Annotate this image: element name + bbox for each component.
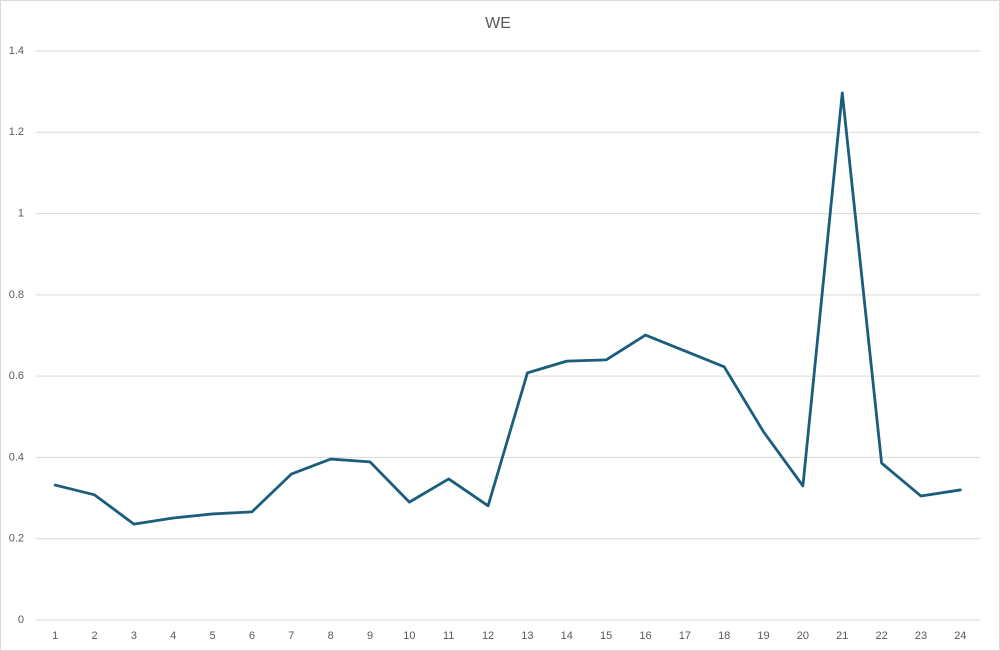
x-tick-label: 21	[836, 630, 848, 642]
x-tick-label: 15	[600, 630, 612, 642]
x-tick-label: 23	[915, 630, 927, 642]
x-tick-label: 18	[718, 630, 730, 642]
y-tick-label: 0	[18, 614, 24, 626]
x-tick-label: 19	[757, 630, 769, 642]
x-tick-label: 16	[639, 630, 651, 642]
x-tick-label: 13	[521, 630, 533, 642]
y-tick-label: 0.6	[9, 370, 24, 382]
x-tick-label: 9	[367, 630, 373, 642]
x-tick-label: 8	[328, 630, 334, 642]
y-tick-label: 1	[18, 207, 24, 219]
x-tick-label: 10	[403, 630, 415, 642]
x-tick-label: 2	[91, 630, 97, 642]
y-tick-label: 0.8	[9, 289, 24, 301]
x-tick-label: 6	[249, 630, 255, 642]
x-tick-label: 20	[797, 630, 809, 642]
x-tick-label: 24	[954, 630, 966, 642]
x-tick-label: 17	[679, 630, 691, 642]
x-tick-label: 5	[210, 630, 216, 642]
y-tick-label: 0.4	[9, 451, 24, 463]
data-line	[53, 91, 962, 526]
x-tick-label: 12	[482, 630, 494, 642]
y-tick-label: 1.2	[9, 126, 24, 138]
x-tick-label: 4	[170, 630, 176, 642]
y-tick-label: 0.2	[9, 533, 24, 545]
x-tick-label: 1	[52, 630, 58, 642]
x-tick-label: 14	[561, 630, 573, 642]
x-tick-label: 11	[443, 630, 454, 642]
y-tick-label: 1.4	[9, 45, 24, 57]
chart-title: WE	[485, 15, 511, 32]
x-tick-label: 3	[131, 630, 137, 642]
x-tick-label: 7	[288, 630, 294, 642]
x-tick-label: 22	[875, 630, 887, 642]
